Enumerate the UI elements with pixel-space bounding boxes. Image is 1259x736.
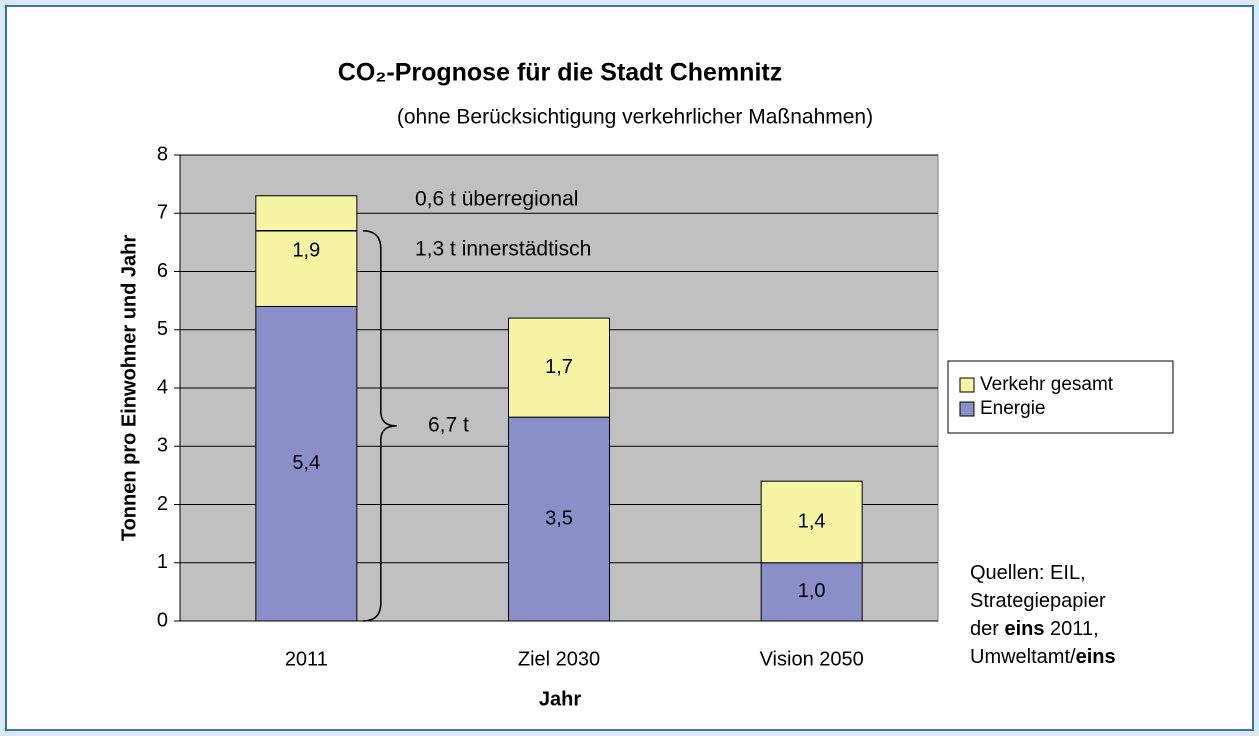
- chart-title: CO₂-Prognose für die Stadt Chemnitz: [338, 59, 782, 87]
- value-label: 1,4: [798, 510, 826, 532]
- y-tick-label: 6: [157, 260, 168, 282]
- y-tick-label: 8: [157, 143, 168, 165]
- source-line: Umweltamt/eins: [970, 646, 1116, 668]
- value-label: 5,4: [292, 452, 320, 474]
- bar-segment: [760, 480, 863, 564]
- source-text: Umweltamt/: [970, 646, 1076, 668]
- value-label: 3,5: [545, 507, 573, 529]
- y-tick-label: 5: [157, 318, 168, 340]
- brace: [362, 229, 397, 622]
- x-tick-label: Vision 2050: [760, 648, 864, 670]
- source-text: der: [970, 618, 1004, 640]
- annotation: 6,7 t: [428, 413, 469, 436]
- source-text: Strategiepapier: [970, 590, 1106, 612]
- y-axis-label: Tonnen pro Einwohner und Jahr: [118, 235, 140, 542]
- y-tick-label: 4: [157, 376, 168, 398]
- bar-segment: [760, 562, 863, 622]
- legend-label: Energie: [980, 398, 1046, 419]
- annotation: 1,3 t innerstädtisch: [415, 238, 591, 261]
- y-tick-label: 3: [157, 435, 168, 457]
- bar-segment: [508, 416, 610, 622]
- y-tick-label: 7: [157, 202, 168, 224]
- y-tick-label: 0: [157, 609, 168, 631]
- y-tick-label: 2: [157, 493, 168, 515]
- legend-swatch: [959, 401, 975, 417]
- chart-subtitle: (ohne Berücksichtigung verkehrlicher Maß…: [397, 106, 873, 129]
- bar-segment: [255, 305, 358, 622]
- x-axis-label: Jahr: [539, 688, 581, 710]
- legend-label: Verkehr gesamt: [980, 374, 1114, 395]
- x-tick-label: Ziel 2030: [518, 648, 600, 670]
- source-text: eins: [1076, 646, 1116, 668]
- legend-swatch: [959, 377, 975, 393]
- value-label: 1,9: [292, 239, 320, 261]
- source-line: der eins 2011,: [970, 618, 1099, 640]
- value-label: 1,0: [798, 580, 826, 602]
- y-tick-label: 1: [157, 551, 168, 573]
- annotation: 0,6 t überregional: [415, 188, 578, 211]
- source-text: Quellen: EIL,: [970, 562, 1086, 584]
- value-label: 1,7: [545, 356, 573, 378]
- bar-segment: [255, 195, 358, 307]
- source-text: eins: [1004, 618, 1044, 640]
- legend-box: [947, 360, 1174, 434]
- x-tick-label: 2011: [285, 648, 328, 670]
- bar-segment: [508, 317, 610, 418]
- source-text: 2011,: [1045, 618, 1099, 640]
- source-line: Quellen: EIL,: [970, 562, 1086, 584]
- source-line: Strategiepapier: [970, 590, 1106, 612]
